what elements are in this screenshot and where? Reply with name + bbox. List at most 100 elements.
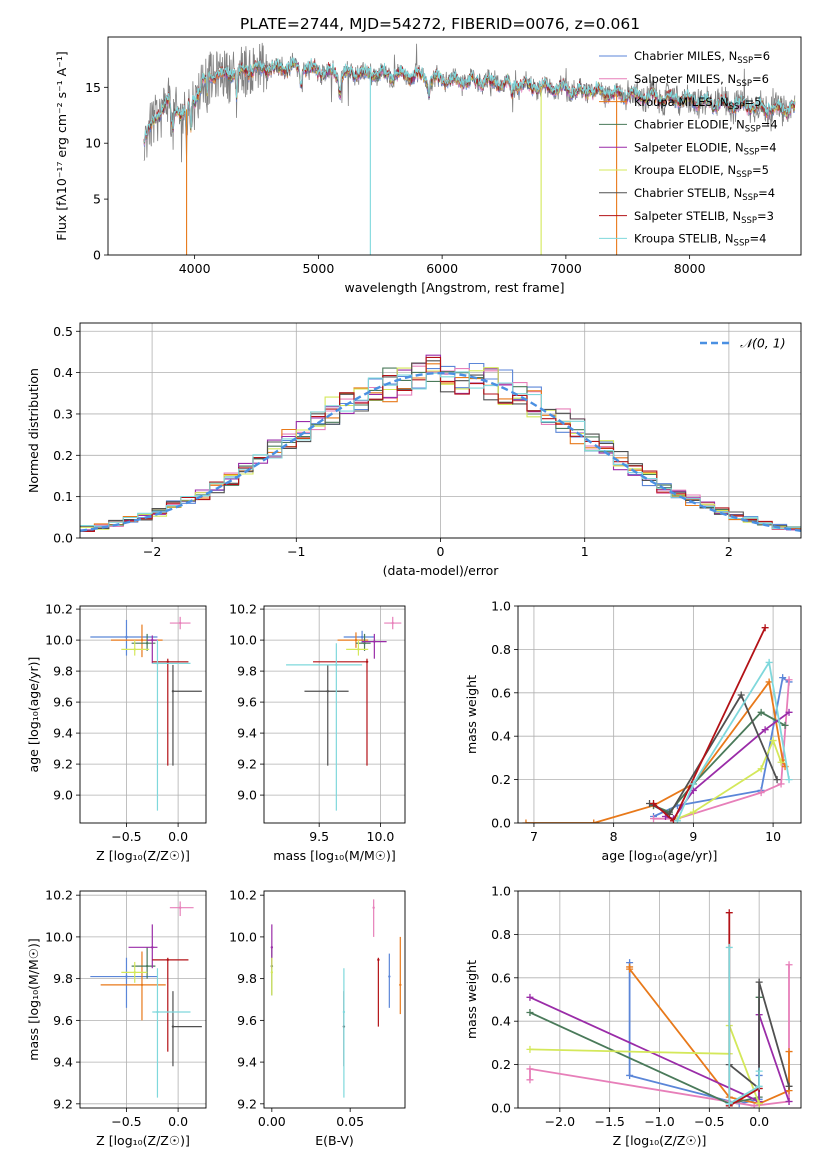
x-tick-label: 0.0 — [168, 1114, 188, 1129]
mass-vs-metallicity-panel: −0.5 0.0 9.2 9.4 9.6 9.8 10.0 10.2 Z [log₁₀(Z/Z☉… — [26, 888, 207, 1148]
point-marker — [125, 635, 128, 639]
plus-marker — [761, 726, 769, 734]
y-tick-label: 1.0 — [491, 884, 511, 899]
point-marker — [151, 638, 154, 642]
point-marker — [171, 1025, 175, 1028]
plus-marker — [785, 676, 793, 684]
y-tick-label: 0.4 — [491, 729, 511, 744]
point-marker — [145, 964, 149, 968]
legend-value: =3 — [757, 209, 774, 223]
model-spectrum-kroupa-stelib-n-ssp-4 — [143, 56, 796, 143]
plus-marker — [526, 1009, 534, 1017]
x-tick-label: 0.05 — [336, 1114, 364, 1129]
plus-marker — [737, 691, 745, 699]
plus-marker — [526, 1076, 534, 1084]
legend-value: =6 — [753, 49, 770, 63]
plus-marker — [725, 909, 733, 917]
grid-lines — [264, 606, 405, 823]
point-marker — [140, 983, 144, 987]
mass-vs-extinction-panel: 0.00 0.05 9.2 9.4 9.6 9.8 10.0 10.2 E(B-V) — [229, 888, 406, 1148]
plus-marker — [769, 737, 777, 745]
y-axis-label: mass weight — [464, 960, 479, 1039]
plus-marker — [755, 1100, 763, 1108]
x-axis-label: Z [log₁₀(Z/Z☉)] — [96, 1133, 190, 1148]
point-marker — [151, 946, 154, 949]
point-marker — [373, 640, 376, 643]
mass-weight-vs-metallicity-panel: −2.0 −1.5 −1.0 −0.5 0.0 0.0 0.2 0.4 0.6 0.8 1.0 Z [… — [464, 884, 802, 1148]
spectrum-panel: 4000 5000 6000 7000 8000 0 5 10 15 wavelength [An… — [54, 36, 802, 295]
y-tick-label: 0.2 — [491, 772, 511, 787]
weight-line — [652, 627, 766, 823]
y-tick-label: 9.6 — [237, 695, 257, 710]
y-tick-label: 0.0 — [491, 1101, 511, 1116]
legend-subscript: SSP — [734, 239, 750, 249]
point-marker — [156, 662, 159, 665]
x-tick-label: 5000 — [302, 261, 334, 276]
series-kroupa-elodie — [673, 737, 785, 823]
legend-subscript: SSP — [741, 216, 757, 226]
y-tick-label: 9.0 — [237, 788, 257, 803]
point-kroupa-stelib — [342, 968, 346, 1098]
y-tick-label: 0.6 — [491, 685, 511, 700]
plus-marker — [765, 678, 773, 686]
point-marker — [377, 958, 380, 962]
y-tick-label: 10.2 — [229, 888, 257, 903]
plus-marker — [755, 1082, 763, 1090]
y-tick-label: 9.2 — [53, 1096, 73, 1111]
plus-marker — [785, 1048, 793, 1056]
plus-marker — [689, 808, 697, 816]
plus-marker — [522, 819, 530, 823]
point-chabrier-elodie — [131, 947, 156, 979]
y-tick-label: 0.2 — [53, 448, 73, 463]
legend-label-kroupa-elodie-n-ssp-5: Kroupa ELODIE, NSSP=5 — [634, 163, 769, 180]
grid-lines — [80, 891, 206, 1108]
point-marker — [270, 946, 274, 949]
gaussian-reference-curve — [80, 371, 801, 532]
y-tick-label: 9.6 — [53, 695, 73, 710]
legend-label-chabrier-miles-n-ssp-6: Chabrier MILES, NSSP=6 — [634, 49, 770, 66]
x-axis-label: (data-model)/error — [383, 563, 500, 578]
x-tick-label: 7000 — [550, 261, 582, 276]
axes-frame — [517, 890, 802, 1109]
x-tick-label: −0.5 — [111, 1114, 141, 1129]
point-salpeter-elodie — [362, 633, 387, 659]
point-chabrier-stelib — [304, 664, 349, 766]
plus-marker — [650, 815, 658, 823]
point-kroupa-miles — [399, 936, 402, 1015]
point-marker — [133, 648, 136, 651]
legend-value: =4 — [749, 232, 766, 246]
weight-line — [628, 962, 760, 1105]
axes-frame — [517, 605, 802, 824]
series-chabrier-miles — [626, 959, 763, 1108]
grid-lines — [80, 606, 206, 823]
y-tick-label: 10.0 — [229, 929, 257, 944]
point-salpeter-elodie — [128, 924, 158, 969]
x-tick-label: −1.5 — [594, 1114, 624, 1129]
plus-marker — [779, 674, 787, 682]
legend-subscript: SSP — [729, 102, 745, 112]
y-tick-label: 0.6 — [491, 970, 511, 985]
y-tick-label: 15 — [85, 80, 101, 95]
y-tick-label: 0.4 — [53, 365, 73, 380]
plus-marker — [761, 624, 769, 632]
legend-subscript: SSP — [744, 147, 760, 157]
plus-marker — [526, 1065, 534, 1073]
point-kroupa-miles — [110, 624, 163, 658]
plus-marker — [757, 789, 765, 797]
point-salpeter-miles — [372, 899, 375, 937]
y-axis-label: age [log₁₀(age/yr)] — [26, 657, 41, 773]
legend-value: =5 — [744, 95, 761, 109]
plus-marker — [785, 776, 793, 784]
plus-marker — [526, 993, 534, 1001]
point-chabrier-stelib — [171, 991, 202, 1067]
plus-marker — [626, 1071, 634, 1079]
y-tick-label: 0.5 — [53, 324, 73, 339]
point-kroupa-stelib — [152, 640, 191, 811]
y-tick-label: 10.0 — [45, 929, 73, 944]
y-tick-label: 10.2 — [45, 888, 73, 903]
y-tick-label: 0.8 — [491, 642, 511, 657]
point-marker — [133, 971, 136, 974]
legend-subscript: SSP — [736, 170, 752, 180]
axes-frame — [263, 605, 406, 824]
x-tick-label: −1 — [287, 544, 305, 559]
